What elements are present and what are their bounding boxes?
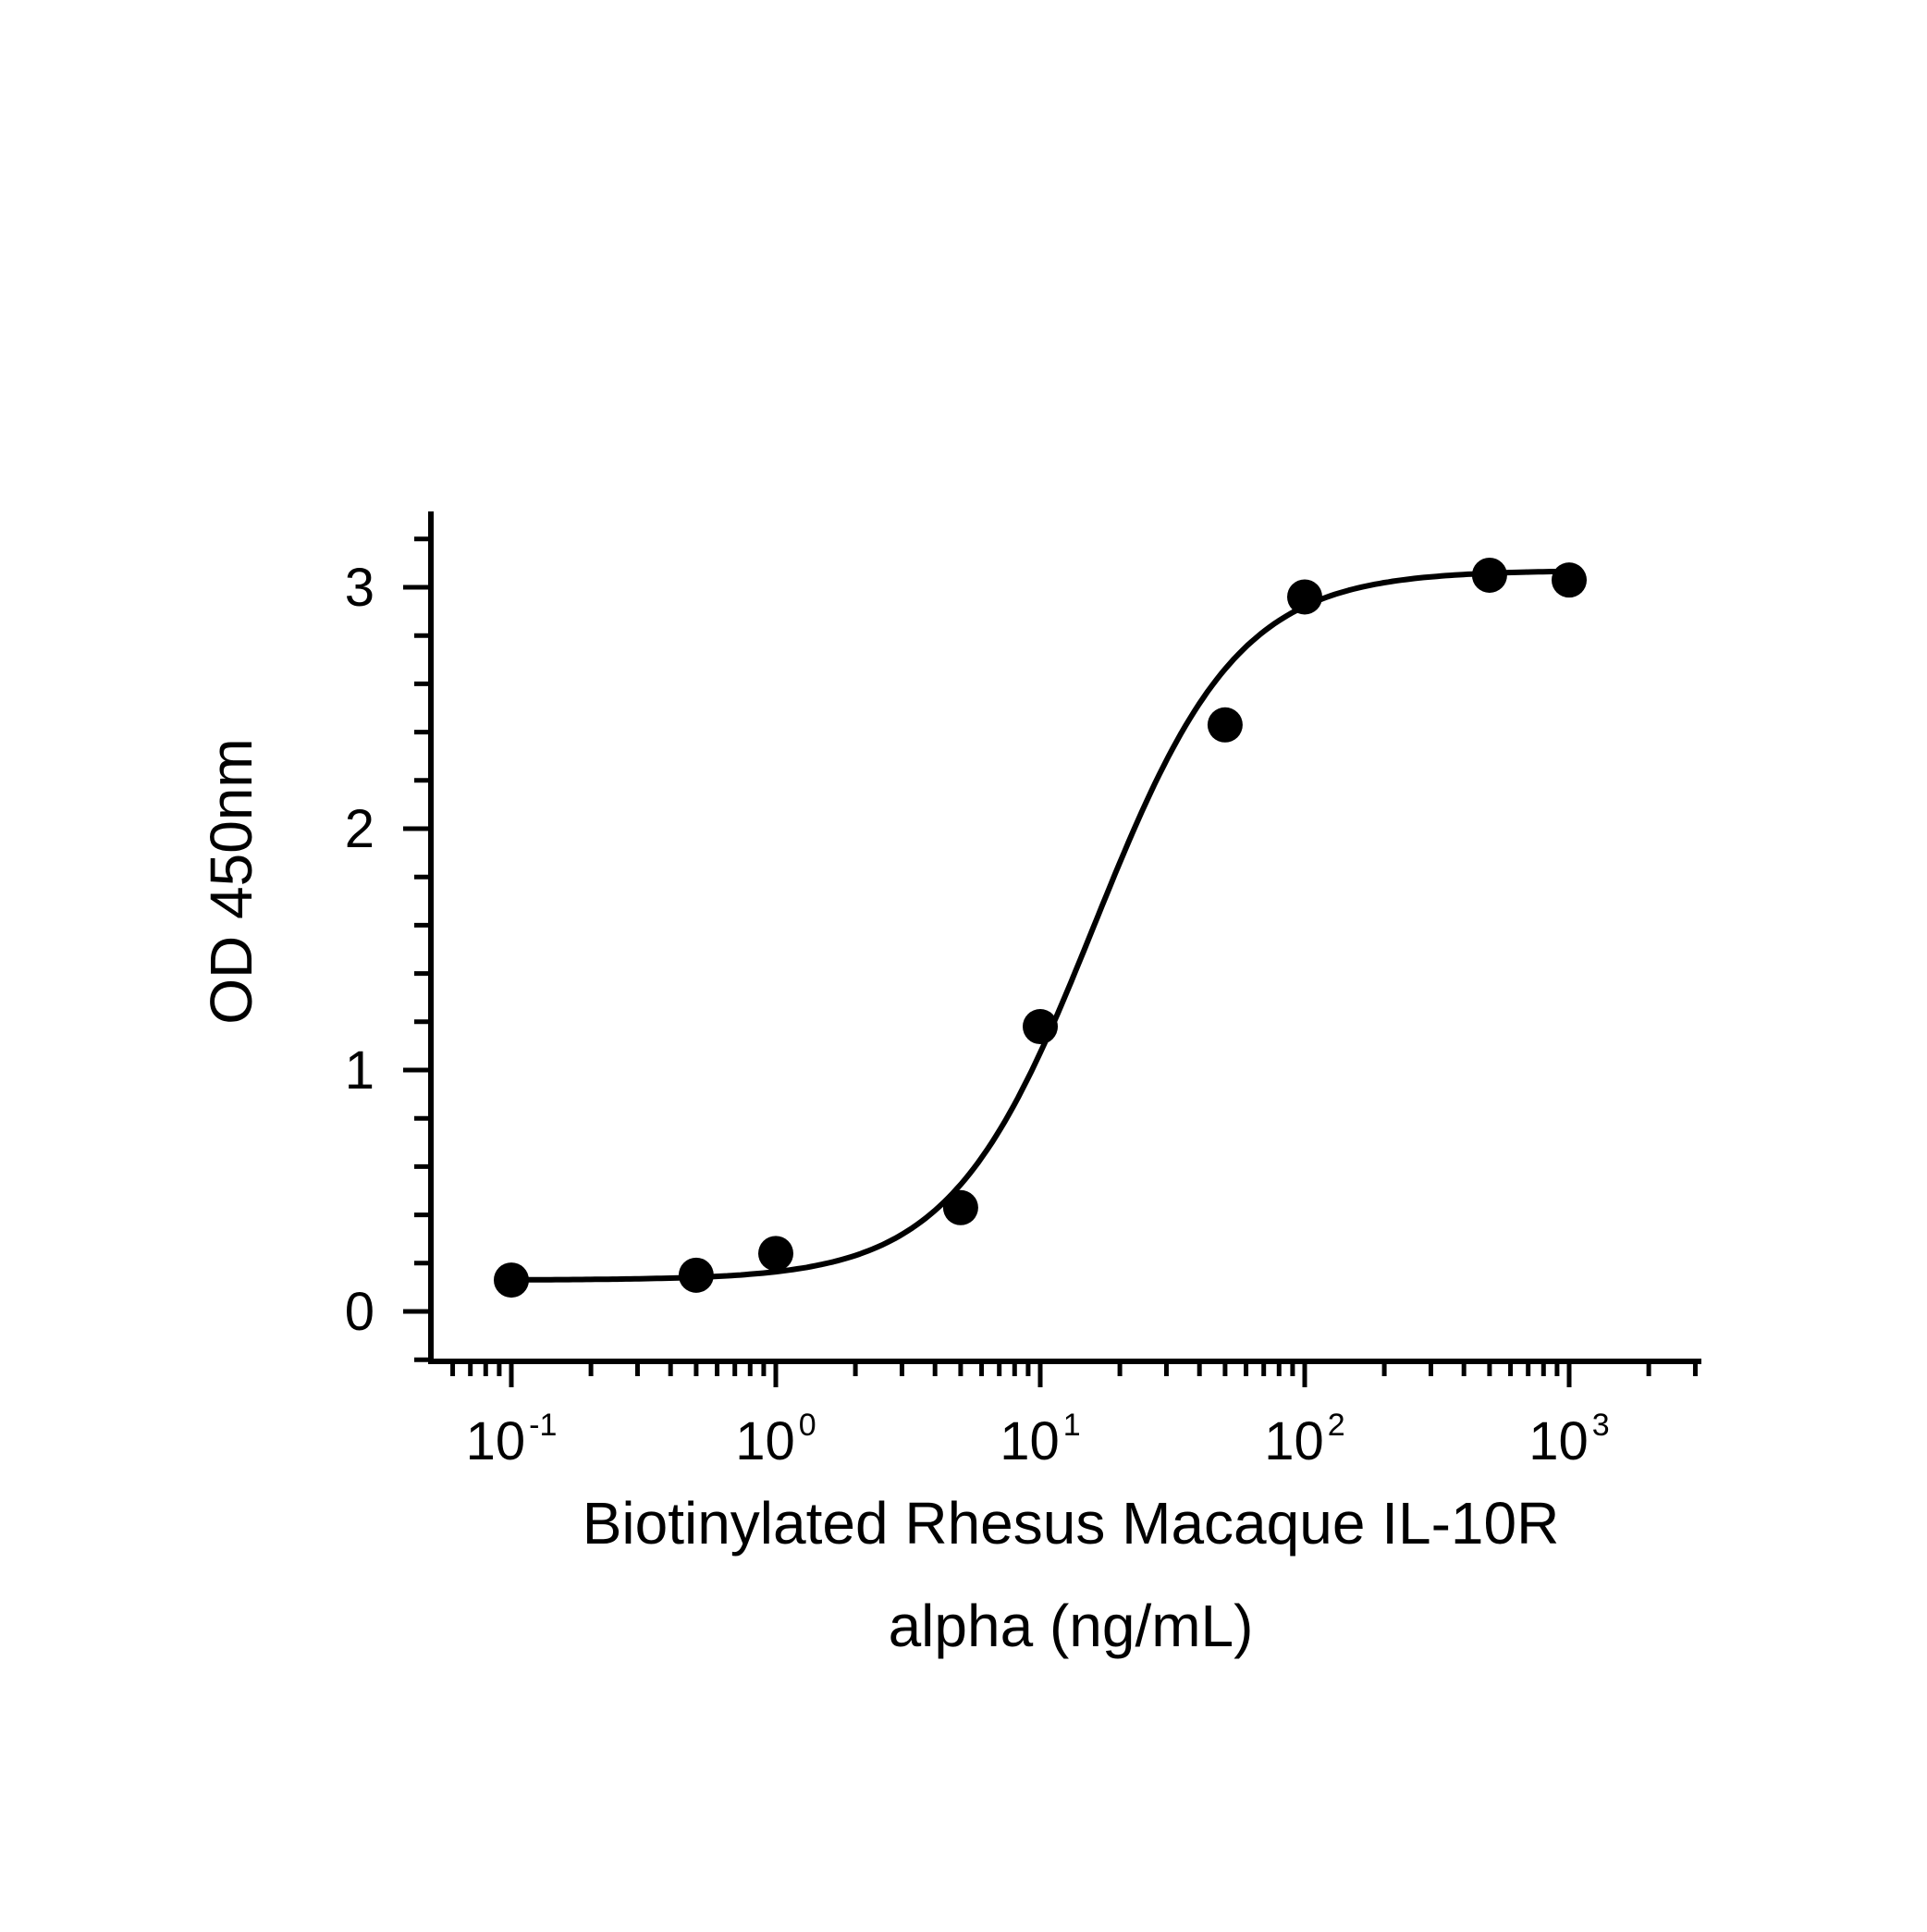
data-point <box>758 1236 793 1272</box>
data-point <box>1552 562 1587 598</box>
data-point <box>678 1257 714 1293</box>
y-axis-title: OD 450nm <box>198 738 264 1024</box>
fit-curve <box>511 568 1569 1283</box>
x-tick-label: 10 0 <box>735 1408 816 1471</box>
x-axis-title-line-2: alpha (ng/mL) <box>889 1593 1254 1659</box>
x-tick-label: 10 1 <box>1000 1408 1080 1471</box>
data-point <box>1471 557 1507 593</box>
x-tick-label: 10 3 <box>1528 1408 1609 1471</box>
y-tick-label: 0 <box>345 1282 374 1342</box>
data-point <box>1207 707 1243 743</box>
data-point <box>494 1262 529 1298</box>
x-tick-label: 10 -1 <box>466 1408 558 1471</box>
data-point <box>1023 1009 1058 1045</box>
data-point <box>942 1189 978 1225</box>
x-tick-label: 10 2 <box>1264 1408 1344 1471</box>
y-tick-label: 1 <box>345 1040 374 1101</box>
y-tick-label: 2 <box>345 799 374 859</box>
data-point <box>1287 579 1322 615</box>
y-tick-label: 3 <box>345 558 374 618</box>
x-axis-title-line-1: Biotinylated Rhesus Macaque IL-10R <box>583 1490 1560 1557</box>
